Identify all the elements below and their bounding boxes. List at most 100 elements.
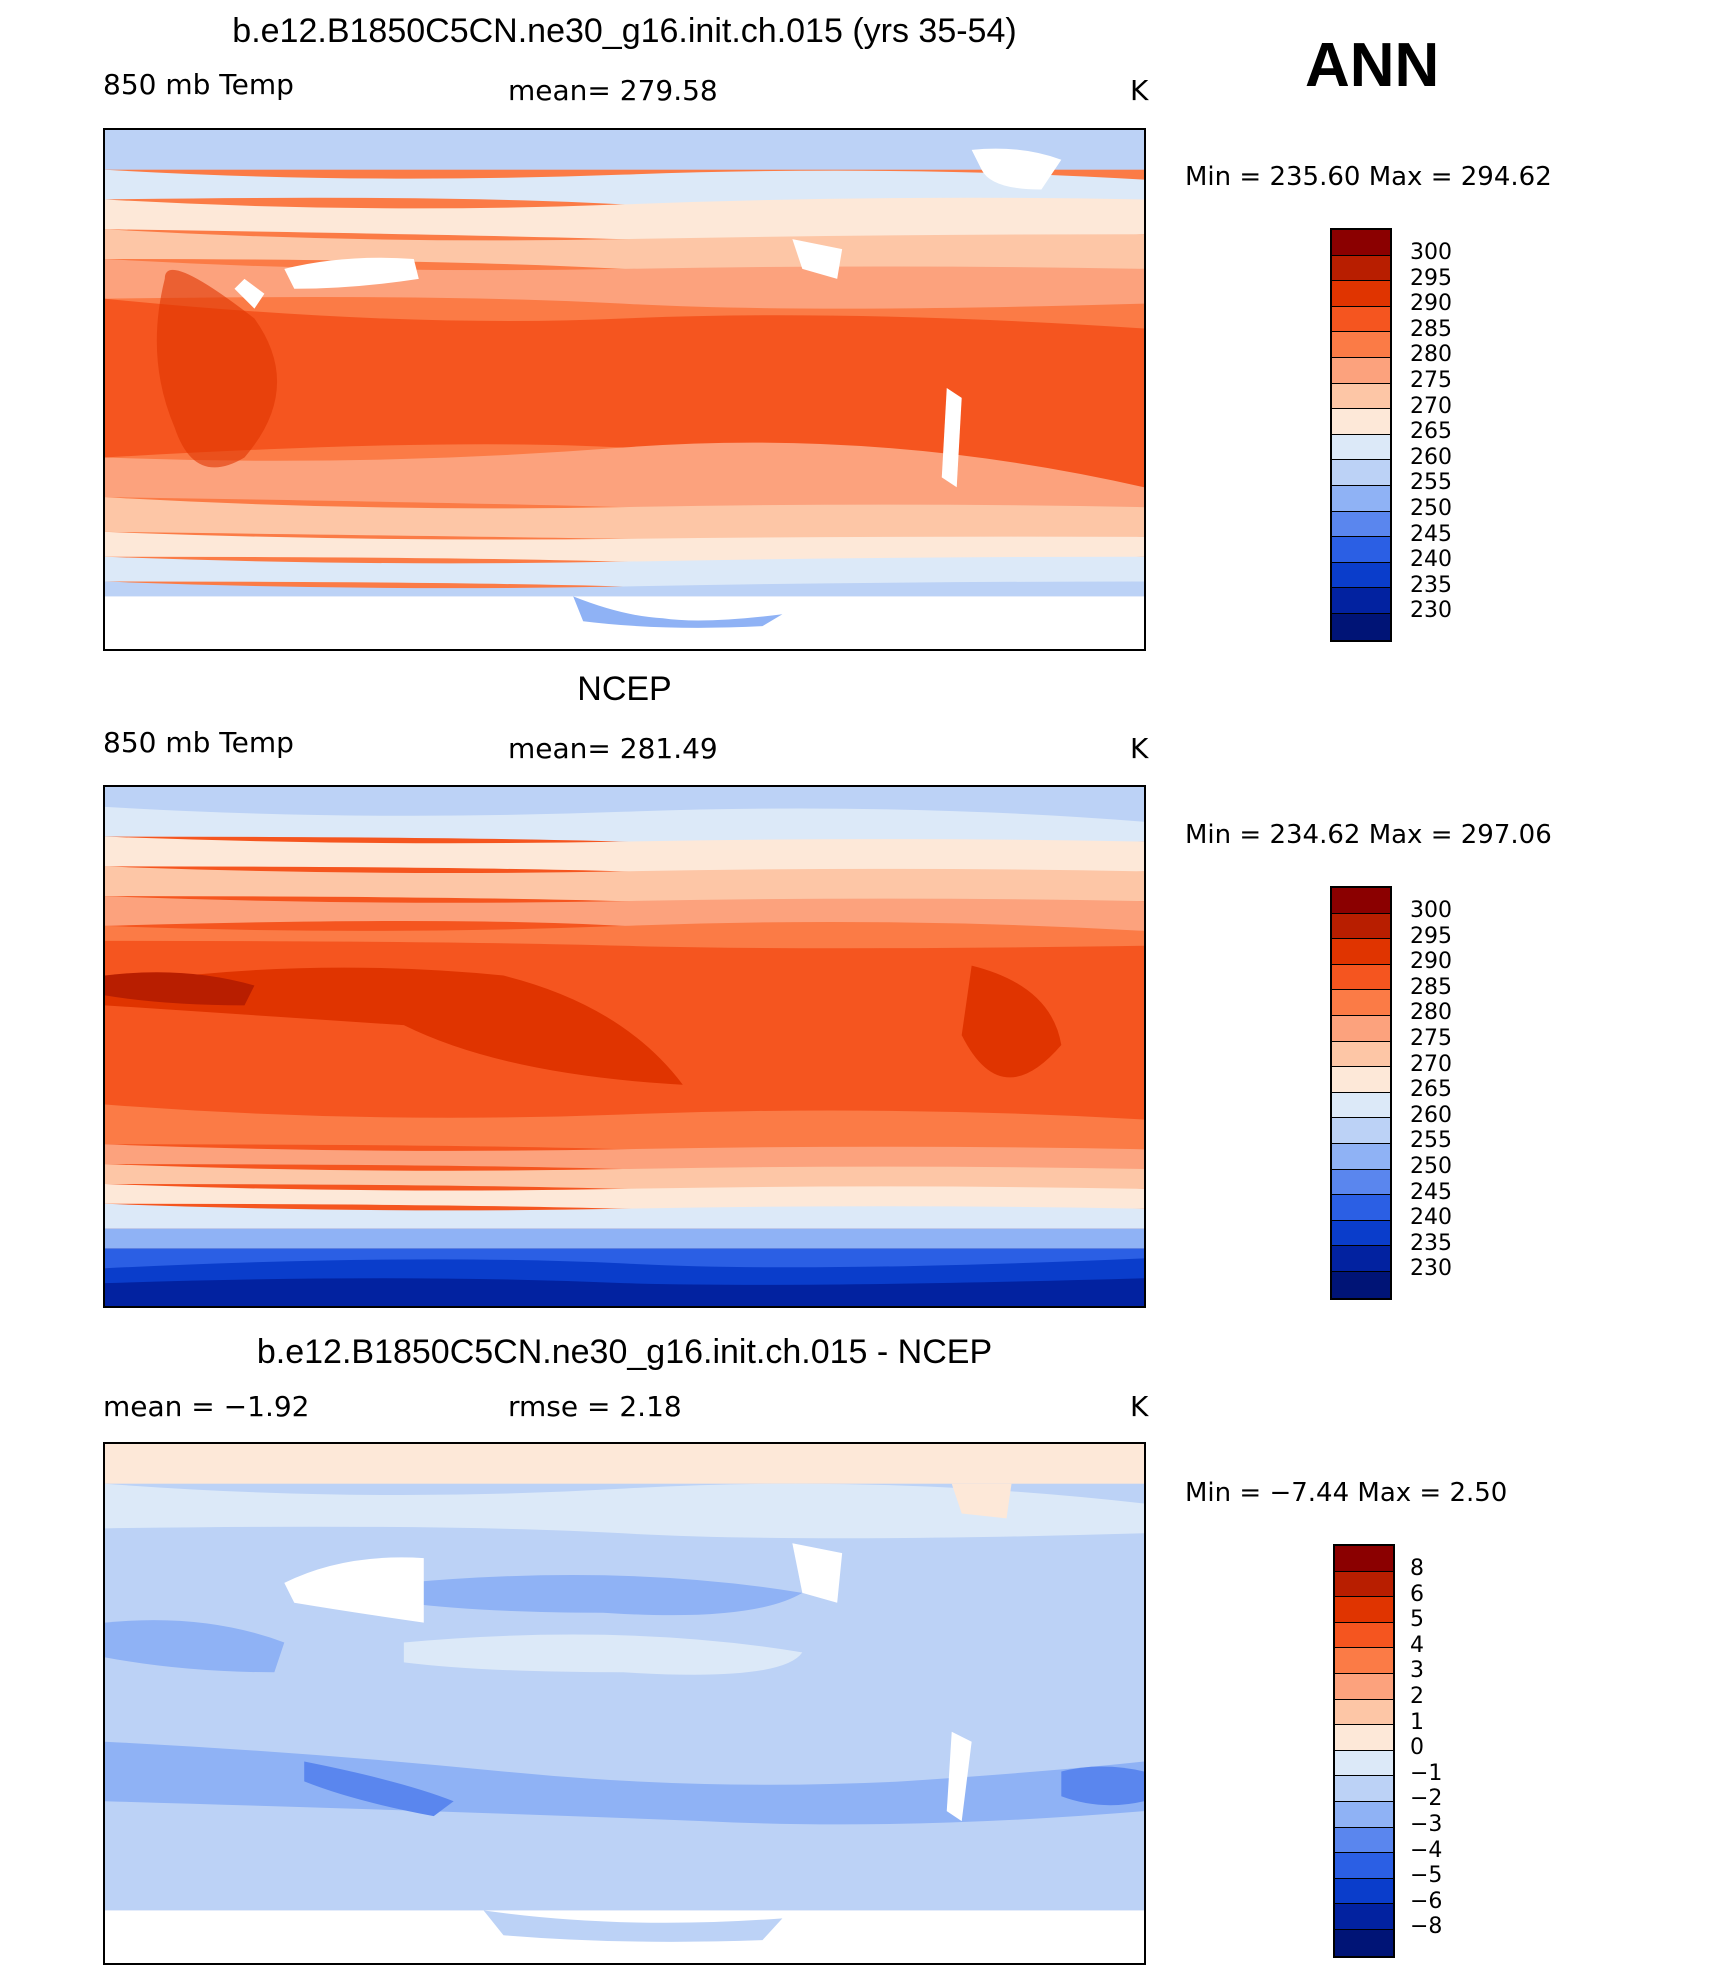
- colorbar-swatch: [1335, 1571, 1393, 1598]
- panel2-variable-label: 850 mb Temp: [103, 726, 294, 759]
- colorbar-tick-label: −3: [1410, 1811, 1443, 1837]
- colorbar-tick-label: 300: [1410, 240, 1452, 265]
- colorbar-tick-label: 265: [1410, 419, 1452, 445]
- colorbar-swatch: [1332, 537, 1390, 563]
- colorbar-tick-label: 275: [1410, 1025, 1452, 1051]
- colorbar-swatch: [1332, 383, 1390, 410]
- colorbar-swatch: [1332, 357, 1390, 384]
- colorbar-swatch: [1332, 255, 1390, 282]
- panel3-colorbar-labels: 8 6 5 4 3 2 1 0 −1 −2 −3 −4 −5 −6 −8: [1410, 1556, 1442, 1940]
- colorbar-tick-label: 300: [1410, 898, 1452, 923]
- colorbar-swatch: [1332, 1015, 1390, 1042]
- colorbar-tick-label: 235: [1410, 1230, 1452, 1256]
- colorbar-swatch: [1332, 1118, 1390, 1144]
- panel1-minmax: Min = 235.60 Max = 294.62: [1185, 162, 1552, 192]
- colorbar-swatch: [1335, 1878, 1393, 1905]
- colorbar-tick-label: 4: [1410, 1632, 1424, 1658]
- colorbar-swatch: [1332, 1246, 1390, 1272]
- colorbar-tick-label: −4: [1410, 1837, 1443, 1863]
- colorbar-tick-label: 230: [1410, 1256, 1452, 1282]
- colorbar-swatch: [1332, 1041, 1390, 1068]
- colorbar-tick-label: 280: [1410, 342, 1452, 368]
- colorbar-swatch: [1335, 1929, 1393, 1956]
- colorbar-tick-label: 295: [1410, 923, 1452, 949]
- colorbar-swatch: [1332, 1143, 1390, 1170]
- panel2-contour-field: [105, 787, 1144, 1306]
- colorbar-tick-label: 250: [1410, 495, 1452, 521]
- colorbar-tick-label: 285: [1410, 316, 1452, 342]
- colorbar-tick-label: 3: [1410, 1658, 1424, 1684]
- panel1-title: b.e12.B1850C5CN.ne30_g16.init.ch.015 (yr…: [232, 12, 1017, 50]
- panel2-colorbar: [1330, 886, 1392, 1300]
- panel2-title: NCEP: [577, 670, 672, 708]
- colorbar-tick-label: 275: [1410, 367, 1452, 393]
- colorbar-swatch: [1332, 434, 1390, 461]
- colorbar-swatch: [1332, 990, 1390, 1016]
- colorbar-swatch: [1332, 460, 1390, 486]
- panel3-rmse-label: rmse = 2.18: [508, 1390, 682, 1423]
- colorbar-tick-label: 0: [1410, 1735, 1424, 1761]
- colorbar-tick-label: 1: [1410, 1709, 1424, 1735]
- colorbar-swatch: [1335, 1673, 1393, 1700]
- colorbar-swatch: [1335, 1827, 1393, 1854]
- panel3-title: b.e12.B1850C5CN.ne30_g16.init.ch.015 - N…: [256, 1333, 993, 1371]
- panel1-contour-field: [105, 130, 1144, 649]
- colorbar-tick-label: −2: [1410, 1786, 1443, 1812]
- panel2-colorbar-labels: 300 295 290 285 280 275 270 265 260 255 250 245 240 2…: [1410, 898, 1452, 1282]
- season-label: ANN: [1305, 31, 1440, 100]
- colorbar-tick-label: −6: [1410, 1888, 1443, 1914]
- colorbar-swatch: [1332, 913, 1390, 940]
- colorbar-swatch: [1335, 1699, 1393, 1726]
- colorbar-tick-label: 255: [1410, 1128, 1452, 1154]
- colorbar-tick-label: 295: [1410, 265, 1452, 291]
- colorbar-tick-label: 235: [1410, 572, 1452, 598]
- colorbar-tick-label: 260: [1410, 1102, 1452, 1128]
- panel3-map: [103, 1442, 1146, 1965]
- colorbar-tick-label: 240: [1410, 1205, 1452, 1231]
- colorbar-tick-label: 260: [1410, 444, 1452, 470]
- colorbar-tick-label: 270: [1410, 1051, 1452, 1077]
- colorbar-swatch: [1332, 613, 1390, 640]
- panel2-units: K: [1130, 732, 1149, 765]
- colorbar-tick-label: 255: [1410, 470, 1452, 496]
- panel3-minmax: Min = −7.44 Max = 2.50: [1185, 1478, 1508, 1508]
- colorbar-swatch: [1332, 1169, 1390, 1196]
- colorbar-tick-label: 245: [1410, 521, 1452, 547]
- panel3-units: K: [1130, 1390, 1149, 1423]
- colorbar-tick-label: 2: [1410, 1683, 1424, 1709]
- panel2-minmax: Min = 234.62 Max = 297.06: [1185, 820, 1552, 850]
- colorbar-swatch: [1332, 409, 1390, 435]
- colorbar-swatch: [1332, 511, 1390, 538]
- colorbar-tick-label: 280: [1410, 1000, 1452, 1026]
- panel2-map: [103, 785, 1146, 1308]
- colorbar-swatch: [1335, 1725, 1393, 1751]
- colorbar-swatch: [1332, 1195, 1390, 1221]
- colorbar-tick-label: 230: [1410, 598, 1452, 624]
- colorbar-swatch: [1332, 1092, 1390, 1119]
- panel2-mean-label: mean= 281.49: [508, 732, 718, 765]
- colorbar-swatch: [1335, 1853, 1393, 1879]
- colorbar-swatch: [1335, 1750, 1393, 1777]
- colorbar-swatch: [1332, 332, 1390, 358]
- colorbar-tick-label: 240: [1410, 547, 1452, 573]
- colorbar-tick-label: 290: [1410, 949, 1452, 975]
- colorbar-tick-label: 245: [1410, 1179, 1452, 1205]
- colorbar-swatch: [1332, 306, 1390, 333]
- colorbar-swatch: [1332, 1220, 1390, 1247]
- colorbar-tick-label: 6: [1410, 1581, 1424, 1607]
- colorbar-swatch: [1332, 485, 1390, 512]
- colorbar-tick-label: −8: [1410, 1914, 1443, 1940]
- colorbar-tick-label: 290: [1410, 291, 1452, 317]
- colorbar-swatch: [1335, 1776, 1393, 1802]
- colorbar-swatch: [1332, 281, 1390, 307]
- colorbar-swatch: [1332, 939, 1390, 965]
- colorbar-swatch: [1332, 562, 1390, 589]
- panel1-map: [103, 128, 1146, 651]
- colorbar-tick-label: 285: [1410, 974, 1452, 1000]
- panel3-colorbar: [1333, 1544, 1395, 1958]
- colorbar-swatch: [1332, 1271, 1390, 1298]
- colorbar-swatch: [1335, 1801, 1393, 1828]
- colorbar-swatch: [1332, 230, 1390, 256]
- panel1-colorbar: [1330, 228, 1392, 642]
- colorbar-tick-label: 5: [1410, 1607, 1424, 1633]
